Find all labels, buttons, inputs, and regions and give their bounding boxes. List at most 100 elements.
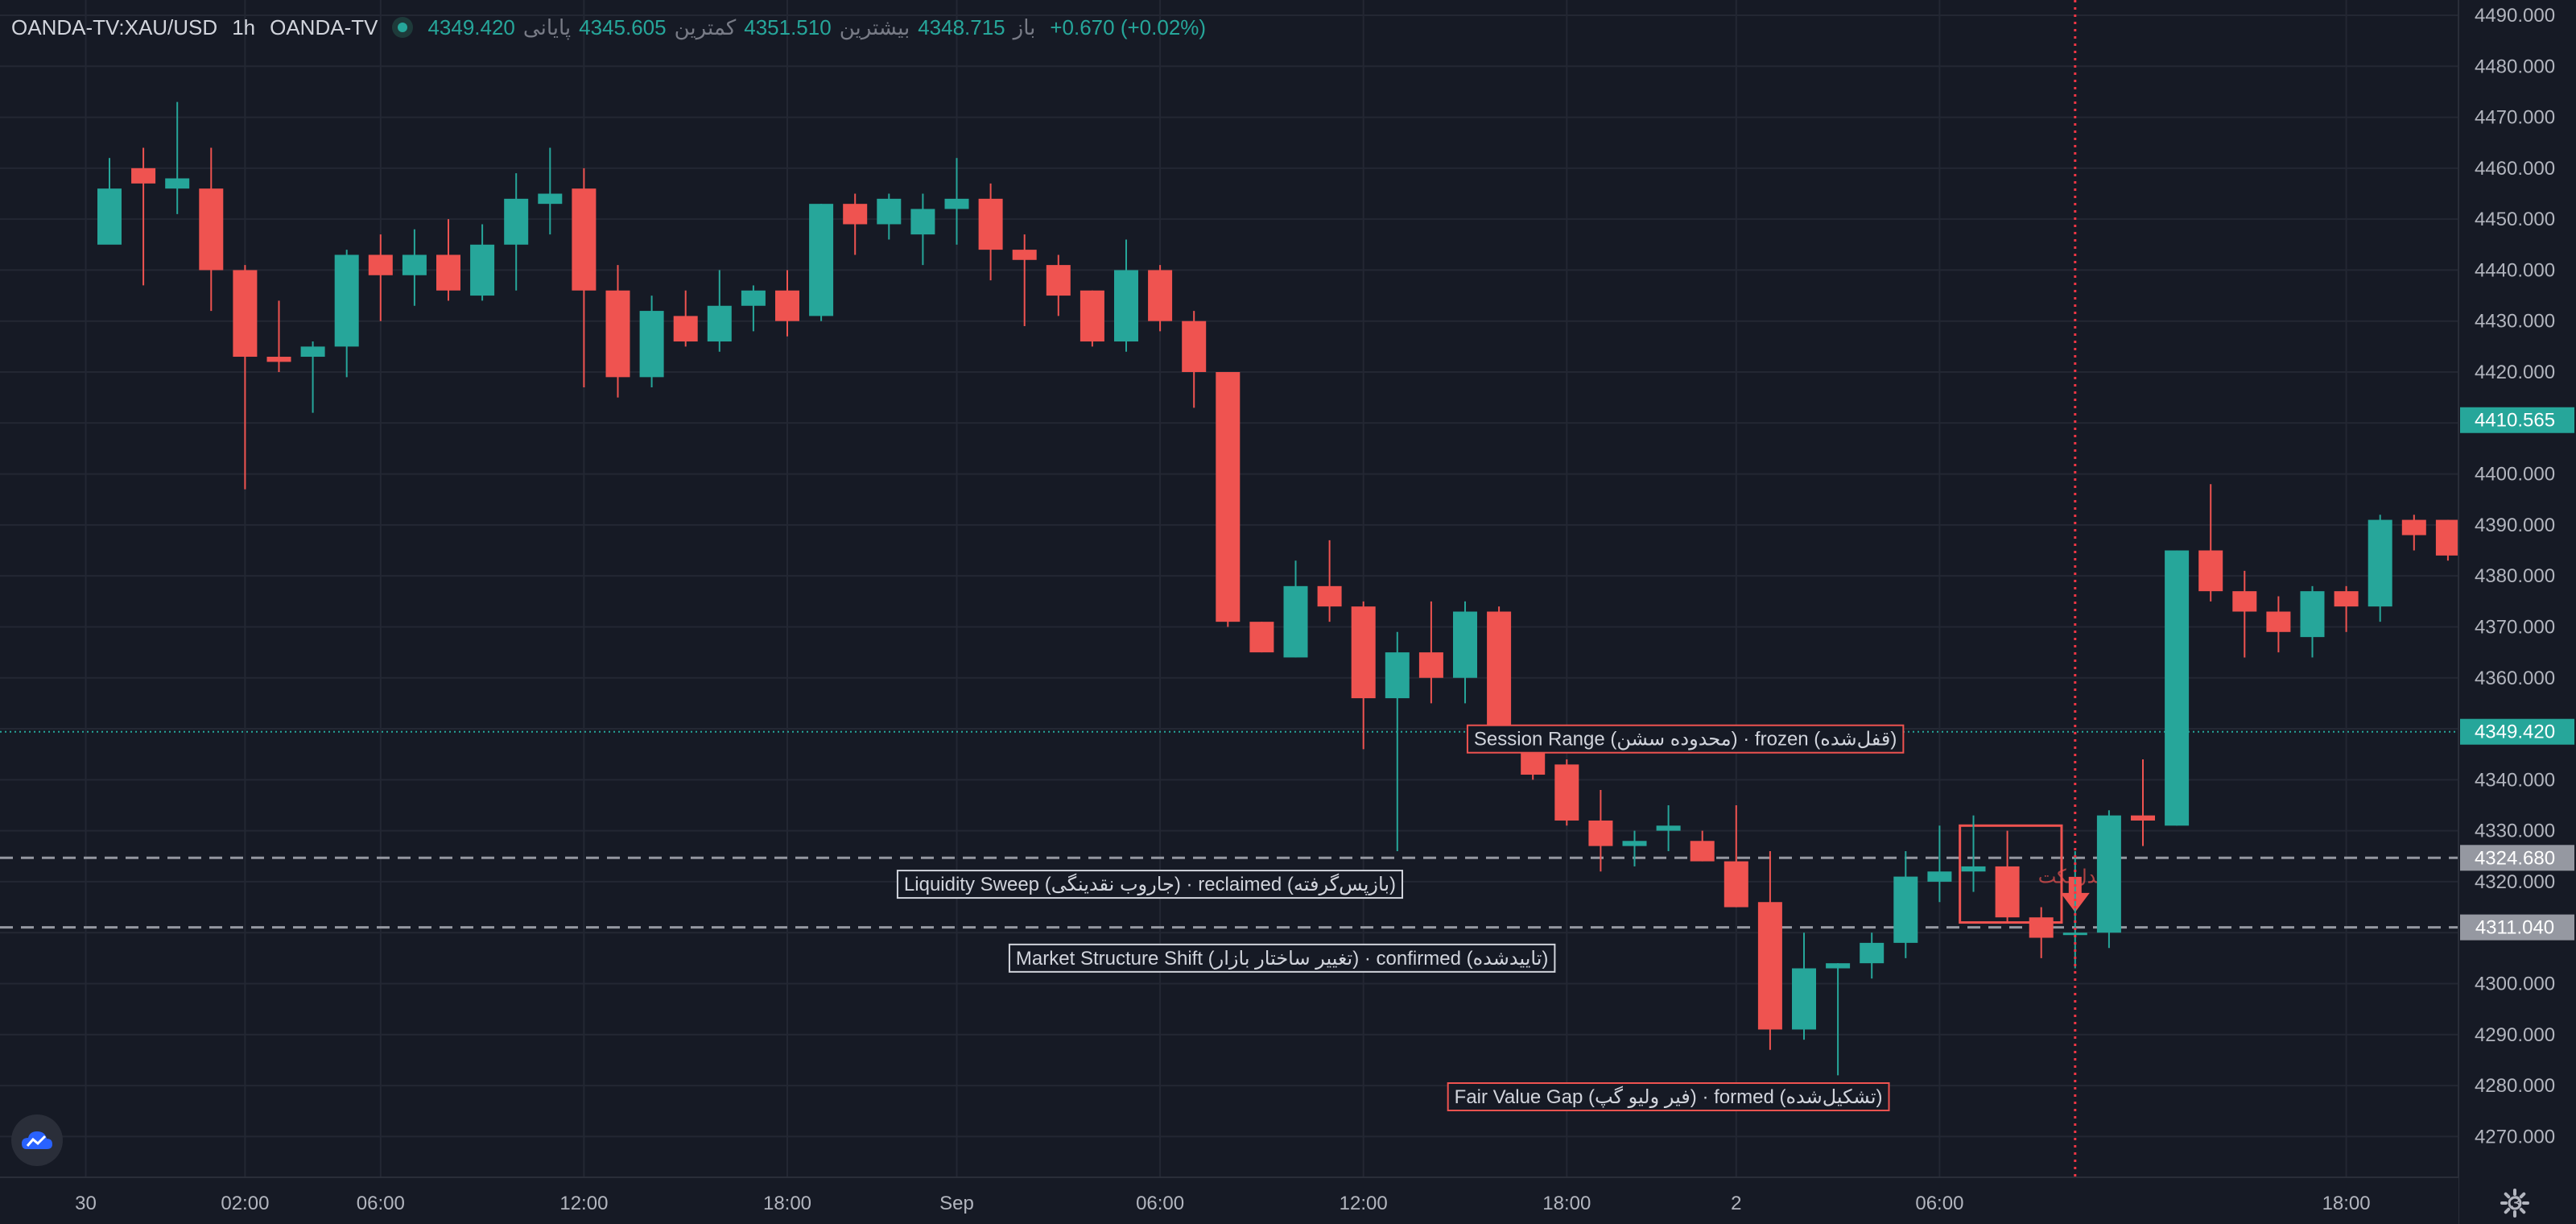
- price-tick-label: 4440.000: [2475, 259, 2555, 281]
- time-tick-label: 30: [75, 1193, 97, 1214]
- candle-body: [131, 167, 156, 184]
- candle-body: [199, 188, 224, 271]
- candle-body: [2096, 815, 2121, 933]
- level-price-label: 4349.420: [2475, 722, 2555, 743]
- candle-body: [1724, 861, 1748, 908]
- cloud-logo-icon[interactable]: [11, 1114, 63, 1166]
- level-price-label-bg: [2460, 845, 2574, 871]
- time-tick-label: 18:00: [2322, 1193, 2371, 1214]
- candle-body: [1893, 876, 1918, 943]
- candle-body: [877, 198, 902, 225]
- close-label: پایانی: [522, 14, 572, 39]
- candle-body: [1385, 652, 1410, 699]
- close-value: 4349.420: [427, 14, 515, 39]
- data-source: OANDA-TV: [270, 14, 378, 39]
- candle-body: [2198, 550, 2223, 592]
- candle-body: [233, 270, 258, 358]
- interval-label[interactable]: 1h: [232, 14, 256, 39]
- time-tick-label: 18:00: [1542, 1193, 1591, 1214]
- price-tick-label: 4480.000: [2475, 56, 2555, 77]
- price-tick-label: 4470.000: [2475, 107, 2555, 129]
- annotation-label: Fair Value Gap (فیر ولیو گپ) · formed (ت…: [1447, 1082, 1890, 1112]
- price-tick-label: 4380.000: [2475, 565, 2555, 587]
- candle-body: [2401, 519, 2426, 536]
- candle-body: [1554, 764, 1579, 821]
- last-price-label-bg: [2460, 407, 2574, 433]
- candle-body: [910, 209, 935, 235]
- candle-body: [639, 311, 664, 378]
- price-change: +0.670 (+0.02%): [1050, 14, 1207, 39]
- high-label: بیشترین: [839, 14, 910, 39]
- candle-body: [2029, 917, 2054, 938]
- candle-body: [978, 198, 1003, 250]
- candle-body: [1148, 270, 1173, 321]
- candle-body: [1283, 585, 1308, 658]
- price-axis[interactable]: 4270.0004280.0004290.0004300.0004310.000…: [2458, 0, 2576, 1224]
- candle-body: [1860, 942, 1885, 964]
- annotation-label: Liquidity Sweep (جاروب نقدینگی) · reclai…: [896, 870, 1404, 899]
- annotation-box: [896, 870, 1404, 899]
- time-tick-label: 12:00: [1340, 1193, 1388, 1214]
- price-tick-label: 4370.000: [2475, 616, 2555, 638]
- gear-icon[interactable]: [2499, 1187, 2531, 1219]
- time-tick-label: 12:00: [559, 1193, 608, 1214]
- candle-body: [1487, 611, 1512, 745]
- candle-body: [1995, 866, 2020, 918]
- candle-body: [368, 254, 393, 275]
- price-tick-label: 4450.000: [2475, 209, 2555, 230]
- level-price-label-bg: [2460, 718, 2574, 745]
- annotation-box: [1466, 724, 1905, 754]
- price-tick-label: 4400.000: [2475, 464, 2555, 486]
- price-tick-label: 4330.000: [2475, 821, 2555, 842]
- candle-body: [2334, 591, 2359, 607]
- time-tick-label: 06:00: [1915, 1193, 1963, 1214]
- candle-body: [843, 204, 868, 225]
- chart-header: OANDA-TV:XAU/USD 1h OANDA-TV باز 4348.71…: [11, 11, 1206, 43]
- price-tick-label: 4270.000: [2475, 1126, 2555, 1148]
- candle-body: [572, 188, 597, 291]
- candle-body: [1182, 320, 1207, 373]
- symbol-name[interactable]: OANDA-TV:XAU/USD: [11, 14, 218, 39]
- candle-body: [1080, 290, 1104, 342]
- candle-body: [1826, 963, 1851, 969]
- candle-body: [2435, 519, 2460, 556]
- time-tick-label: 2: [1731, 1193, 1741, 1214]
- price-tick-label: 4430.000: [2475, 311, 2555, 333]
- candle-body: [1216, 372, 1241, 622]
- candle-body: [165, 178, 190, 189]
- time-tick-label: 18:00: [763, 1193, 811, 1214]
- level-price-label: 4311.040: [2475, 917, 2554, 939]
- candle-body: [436, 254, 460, 291]
- horizontal-levels: [0, 730, 2458, 929]
- candle-body: [605, 290, 630, 378]
- candle-body: [538, 193, 563, 205]
- candle-body: [707, 305, 732, 342]
- candle-body: [809, 204, 834, 316]
- time-tick-label: 06:00: [1136, 1193, 1184, 1214]
- candle-body: [1046, 265, 1071, 296]
- candle-body: [266, 357, 291, 362]
- candle-body: [2300, 591, 2325, 638]
- candle-body: [2131, 815, 2155, 821]
- time-axis[interactable]: 30 02:00 06:00 12:00 18:00 Sep 06:00 12:00 18:00…: [0, 1176, 2521, 1224]
- candle-body: [775, 290, 799, 321]
- candle-body: [1588, 820, 1613, 846]
- open-label: باز: [1013, 14, 1036, 39]
- price-tick-label: 4420.000: [2475, 362, 2555, 383]
- price-tick-label: 4300.000: [2475, 973, 2555, 994]
- price-tick-label: 4390.000: [2475, 515, 2555, 536]
- price-tick-label: 4280.000: [2475, 1075, 2555, 1097]
- annotation-label: Market Structure Shift (تغییر ساختار باز…: [1008, 943, 1556, 973]
- last-price-label: 4410.565: [2475, 410, 2555, 432]
- low-label: کمترین: [674, 14, 737, 39]
- candle-body: [2266, 611, 2291, 632]
- price-axis-bg: [2458, 0, 2576, 1224]
- low-value: 4345.605: [579, 14, 667, 39]
- price-tick-label: 4320.000: [2475, 871, 2555, 893]
- annotation-box: [1447, 1082, 1890, 1112]
- price-tick-label: 4490.000: [2475, 5, 2555, 27]
- candle-body: [1622, 841, 1647, 846]
- candle-body: [1351, 606, 1376, 699]
- price-tick-label: 4360.000: [2475, 668, 2555, 689]
